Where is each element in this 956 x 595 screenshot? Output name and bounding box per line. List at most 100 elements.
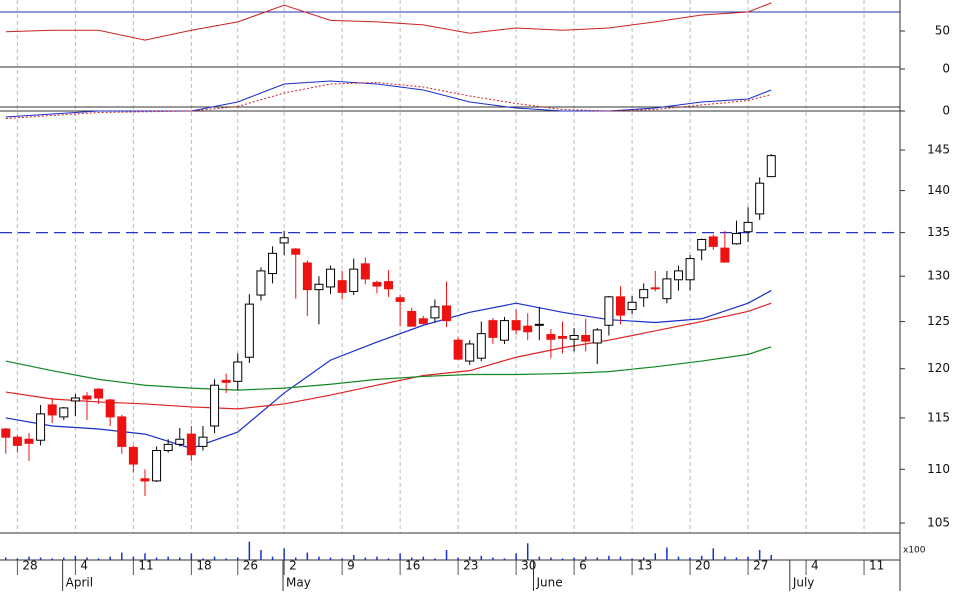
candle-body <box>70 397 80 402</box>
candle-body <box>163 443 173 452</box>
candle-body <box>442 305 452 322</box>
y-tick-label: 140 <box>927 183 950 197</box>
y-tick-label: 0 <box>942 62 950 76</box>
candle-body <box>453 339 463 360</box>
x-tick-label: 13 <box>637 559 652 573</box>
candle-body <box>465 343 475 362</box>
macd-line <box>5 80 772 118</box>
candle-body <box>650 287 660 290</box>
moving-average <box>5 302 772 410</box>
candle-body <box>384 281 394 290</box>
candle-body <box>256 270 266 296</box>
candle-body <box>546 334 556 340</box>
candle-body <box>592 329 602 344</box>
x-tick-label: 16 <box>405 559 420 573</box>
candle-body <box>233 361 243 382</box>
candle-body <box>615 296 625 316</box>
candle-body <box>720 247 730 263</box>
y-tick-label: 145 <box>927 143 950 157</box>
candle-body <box>731 232 741 245</box>
candle-body <box>175 438 185 445</box>
y-tick-label: 130 <box>927 269 950 283</box>
candle-body <box>268 252 278 275</box>
candle-body <box>500 320 510 341</box>
macd-signal <box>5 81 772 119</box>
candle-body <box>685 258 695 281</box>
candle-body <box>511 320 521 331</box>
x-tick-label: 27 <box>753 559 768 573</box>
month-label: June <box>536 576 563 590</box>
candle-body <box>708 236 718 247</box>
candle-body <box>523 325 533 333</box>
candle-body <box>430 306 440 319</box>
candle-body <box>186 433 196 456</box>
candle-body <box>488 320 498 338</box>
x-tick-label: 26 <box>243 559 258 573</box>
candle-body <box>662 278 672 300</box>
x-tick-label: 9 <box>347 559 355 573</box>
x-tick-label: 18 <box>196 559 211 573</box>
x-tick-label: 11 <box>869 559 884 573</box>
candle-body <box>337 280 347 293</box>
x-tick-label: 23 <box>463 559 478 573</box>
y-tick-label: 105 <box>927 516 950 530</box>
candle-body <box>210 384 220 427</box>
rsi-line <box>5 2 772 41</box>
candle-body <box>673 270 683 281</box>
candle-body <box>639 289 649 299</box>
candle-body <box>349 268 359 292</box>
candle-body <box>128 446 138 465</box>
candle-body <box>558 335 567 339</box>
candle-body <box>198 436 208 447</box>
candle-body <box>372 281 382 287</box>
candle-body <box>766 155 776 178</box>
candle-body <box>152 450 162 482</box>
candle-body <box>12 436 22 446</box>
candle-body <box>244 303 254 358</box>
candle-body <box>94 388 104 399</box>
candle-body <box>476 333 486 359</box>
candle-body <box>59 407 69 418</box>
candle-body <box>581 335 591 342</box>
x-tick-label: 11 <box>138 559 153 573</box>
month-label: April <box>66 576 93 590</box>
y-tick-label: 120 <box>927 361 950 375</box>
candle-body <box>1 428 11 438</box>
candle-body <box>534 323 544 326</box>
y-tick-label: 0 <box>942 104 950 118</box>
candle-body <box>291 248 301 255</box>
x-tick-label: 6 <box>579 559 587 573</box>
candle-body <box>569 335 579 340</box>
candle-body <box>47 404 57 416</box>
candle-body <box>221 379 231 383</box>
y-tick-label: 50 <box>935 24 950 38</box>
x-tick-label: 4 <box>80 559 88 573</box>
candle-body <box>627 301 637 311</box>
y-tick-label: 125 <box>927 314 950 328</box>
candle-body <box>604 296 614 326</box>
candle-body <box>395 297 405 302</box>
candle-body <box>105 399 115 418</box>
y-tick-label: 135 <box>927 225 950 239</box>
candle-body <box>326 268 336 288</box>
candle-body <box>140 478 150 482</box>
x-tick-label: 28 <box>22 559 37 573</box>
candle-body <box>755 182 765 215</box>
moving-average <box>5 290 772 450</box>
candle-body <box>407 310 417 327</box>
y-tick-label: 115 <box>927 410 950 424</box>
candle-body <box>82 395 92 400</box>
month-label: July <box>792 576 815 590</box>
candle-body <box>24 438 34 444</box>
x-tick-label: 30 <box>521 559 536 573</box>
x-tick-label: 4 <box>811 559 819 573</box>
candle-body <box>117 416 127 447</box>
candle-body <box>279 237 289 244</box>
candle-body <box>743 221 753 233</box>
candle-body <box>418 318 428 324</box>
x-tick-label: 2 <box>289 559 297 573</box>
candle-body <box>36 413 46 441</box>
